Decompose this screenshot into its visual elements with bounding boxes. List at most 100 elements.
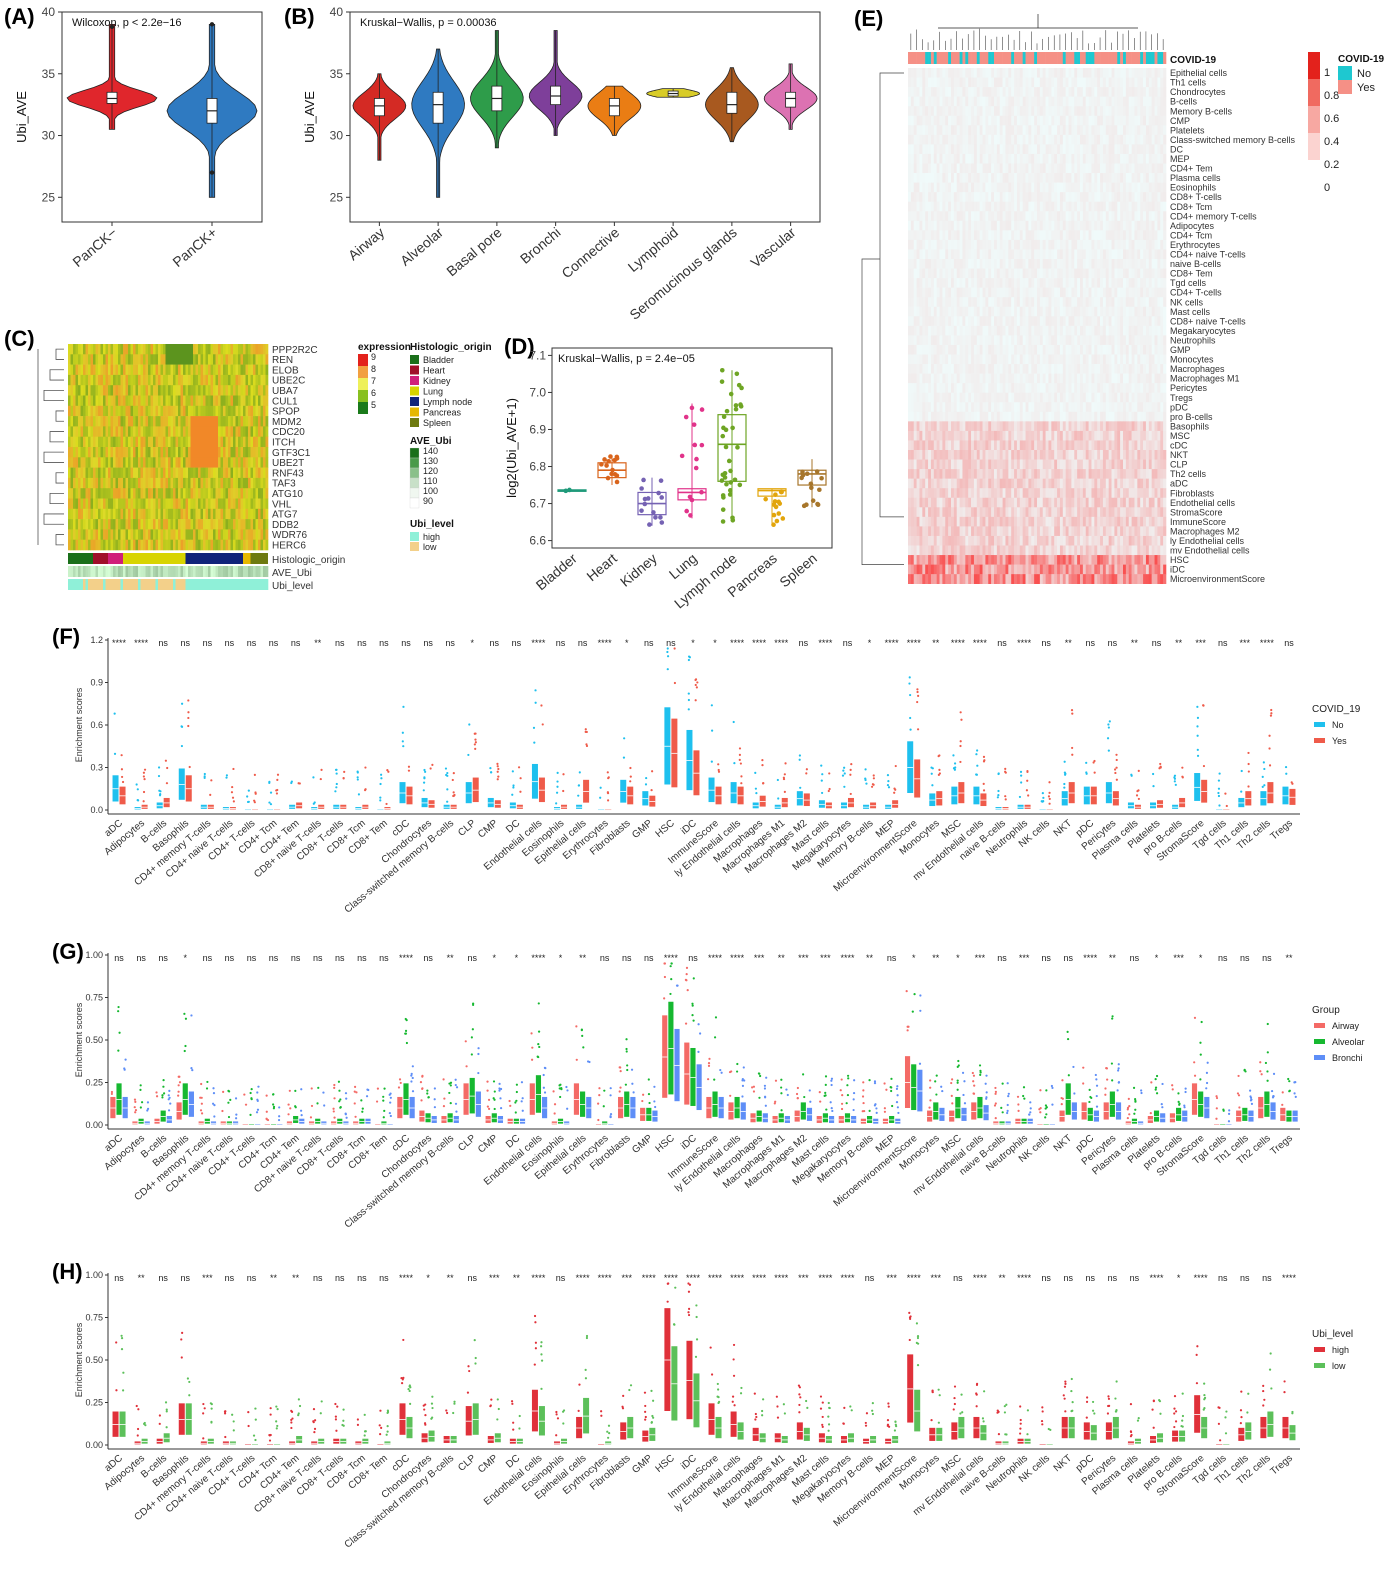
heatmap-cell [1094, 507, 1098, 518]
heatmap-cell [1065, 153, 1069, 164]
heatmap-cell [928, 507, 932, 518]
heatmap-cell [1163, 450, 1167, 460]
heatmap-cell [1068, 125, 1072, 136]
heatmap-cell [930, 259, 935, 269]
heatmap-cell [1163, 364, 1167, 374]
heatmap-cell [1131, 392, 1135, 403]
heatmap-cell [939, 173, 943, 183]
heatmap-cell [996, 77, 1001, 88]
heatmap-cell [1145, 144, 1150, 155]
heatmap-cell [953, 125, 958, 136]
heatmap-cell [951, 230, 955, 241]
heatmap-cell [996, 478, 1001, 489]
heatmap-cell [985, 430, 989, 441]
heatmap-cell [1051, 344, 1055, 355]
heatmap-cell [1022, 68, 1026, 78]
heatmap-cell [1031, 507, 1035, 518]
heatmap-cell [1014, 182, 1018, 193]
heatmap-cell [951, 364, 955, 374]
heatmap-cell [1088, 287, 1092, 298]
heatmap-cell [951, 478, 955, 489]
heatmap-cell [965, 545, 969, 556]
heatmap-cell [913, 268, 917, 279]
heatmap-cell [1011, 440, 1015, 451]
heatmap-cell [1045, 239, 1049, 250]
heatmap-cell [1097, 230, 1101, 241]
heatmap-cell [1088, 507, 1092, 518]
heatmap-cell [942, 268, 946, 279]
annotation-covid-cell [1117, 52, 1121, 64]
heatmap-cell [968, 134, 972, 145]
heatmap-cell [1071, 335, 1075, 346]
heatmap-cell [1085, 392, 1089, 403]
heatmap-cell [1100, 430, 1104, 441]
heatmap-cell [1143, 555, 1147, 565]
heatmap-cell [1157, 478, 1161, 489]
heatmap-cell [1114, 68, 1118, 78]
heatmap-cell [916, 469, 920, 479]
heatmap-cell [1137, 173, 1141, 183]
heatmap-cell [985, 115, 989, 126]
heatmap-cell [1037, 411, 1041, 422]
heatmap-cell [1028, 373, 1032, 384]
heatmap-cell [1100, 555, 1104, 565]
heatmap-cell [1077, 77, 1081, 88]
heatmap-cell [1117, 153, 1121, 164]
heatmap-cell [1125, 268, 1130, 279]
heatmap-cell [1154, 230, 1158, 241]
heatmap-cell [1028, 497, 1032, 508]
heatmap-cell [968, 402, 972, 413]
heatmap-cell [1128, 268, 1132, 279]
heatmap-cell [1014, 144, 1018, 155]
heatmap-cell [1117, 497, 1121, 508]
heatmap-cell [1022, 144, 1026, 155]
heatmap-cell [933, 354, 937, 365]
plot-frame [349, 11, 821, 223]
heatmap-cell [1045, 287, 1049, 298]
heatmap-cell [996, 545, 1001, 556]
heatmap-cell [1085, 526, 1089, 537]
heatmap-cell [1120, 325, 1124, 336]
heatmap-cell [939, 526, 943, 537]
heatmap-cell [1120, 488, 1124, 499]
heatmap-cell [1039, 478, 1044, 489]
heatmap-cell [1134, 430, 1138, 441]
heatmap-cell [988, 230, 992, 241]
heatmap-cell [1039, 516, 1044, 527]
heatmap-cell [1054, 545, 1058, 556]
heatmap-cell [973, 106, 978, 117]
heatmap-cell [973, 373, 978, 384]
heatmap-cell [985, 526, 989, 537]
heatmap-cell [933, 211, 937, 222]
heatmap-cell [1148, 344, 1152, 355]
heatmap-cell [1039, 201, 1044, 212]
heatmap-cell [994, 96, 998, 107]
heatmap-cell [908, 287, 912, 298]
heatmap-cell [973, 450, 978, 460]
heatmap-cell [1062, 383, 1066, 393]
heatmap-cell [951, 535, 955, 546]
heatmap-cell [1028, 364, 1032, 374]
heatmap-cell [1094, 469, 1098, 479]
heatmap-cell [933, 344, 937, 355]
heatmap-cell [1123, 421, 1127, 432]
heatmap-cell [919, 306, 923, 317]
heatmap-cell [1002, 516, 1006, 527]
heatmap-cell [1091, 535, 1095, 546]
heatmap-cell [939, 373, 943, 384]
heatmap-cell [1068, 173, 1072, 183]
heatmap-cell [985, 459, 989, 470]
row-label: MEP [1170, 154, 1190, 164]
heatmap-cell [1080, 411, 1084, 422]
heatmap-cell [1031, 306, 1035, 317]
heatmap-cell [916, 497, 920, 508]
heatmap-cell [1034, 450, 1038, 460]
heatmap-cell [1008, 239, 1012, 250]
heatmap-cell [1160, 459, 1164, 470]
heatmap-cell [1123, 325, 1127, 336]
heatmap-cell [951, 545, 955, 556]
heatmap-cell [965, 125, 969, 136]
heatmap-cell [1163, 125, 1167, 136]
heatmap-cell [1008, 211, 1012, 222]
